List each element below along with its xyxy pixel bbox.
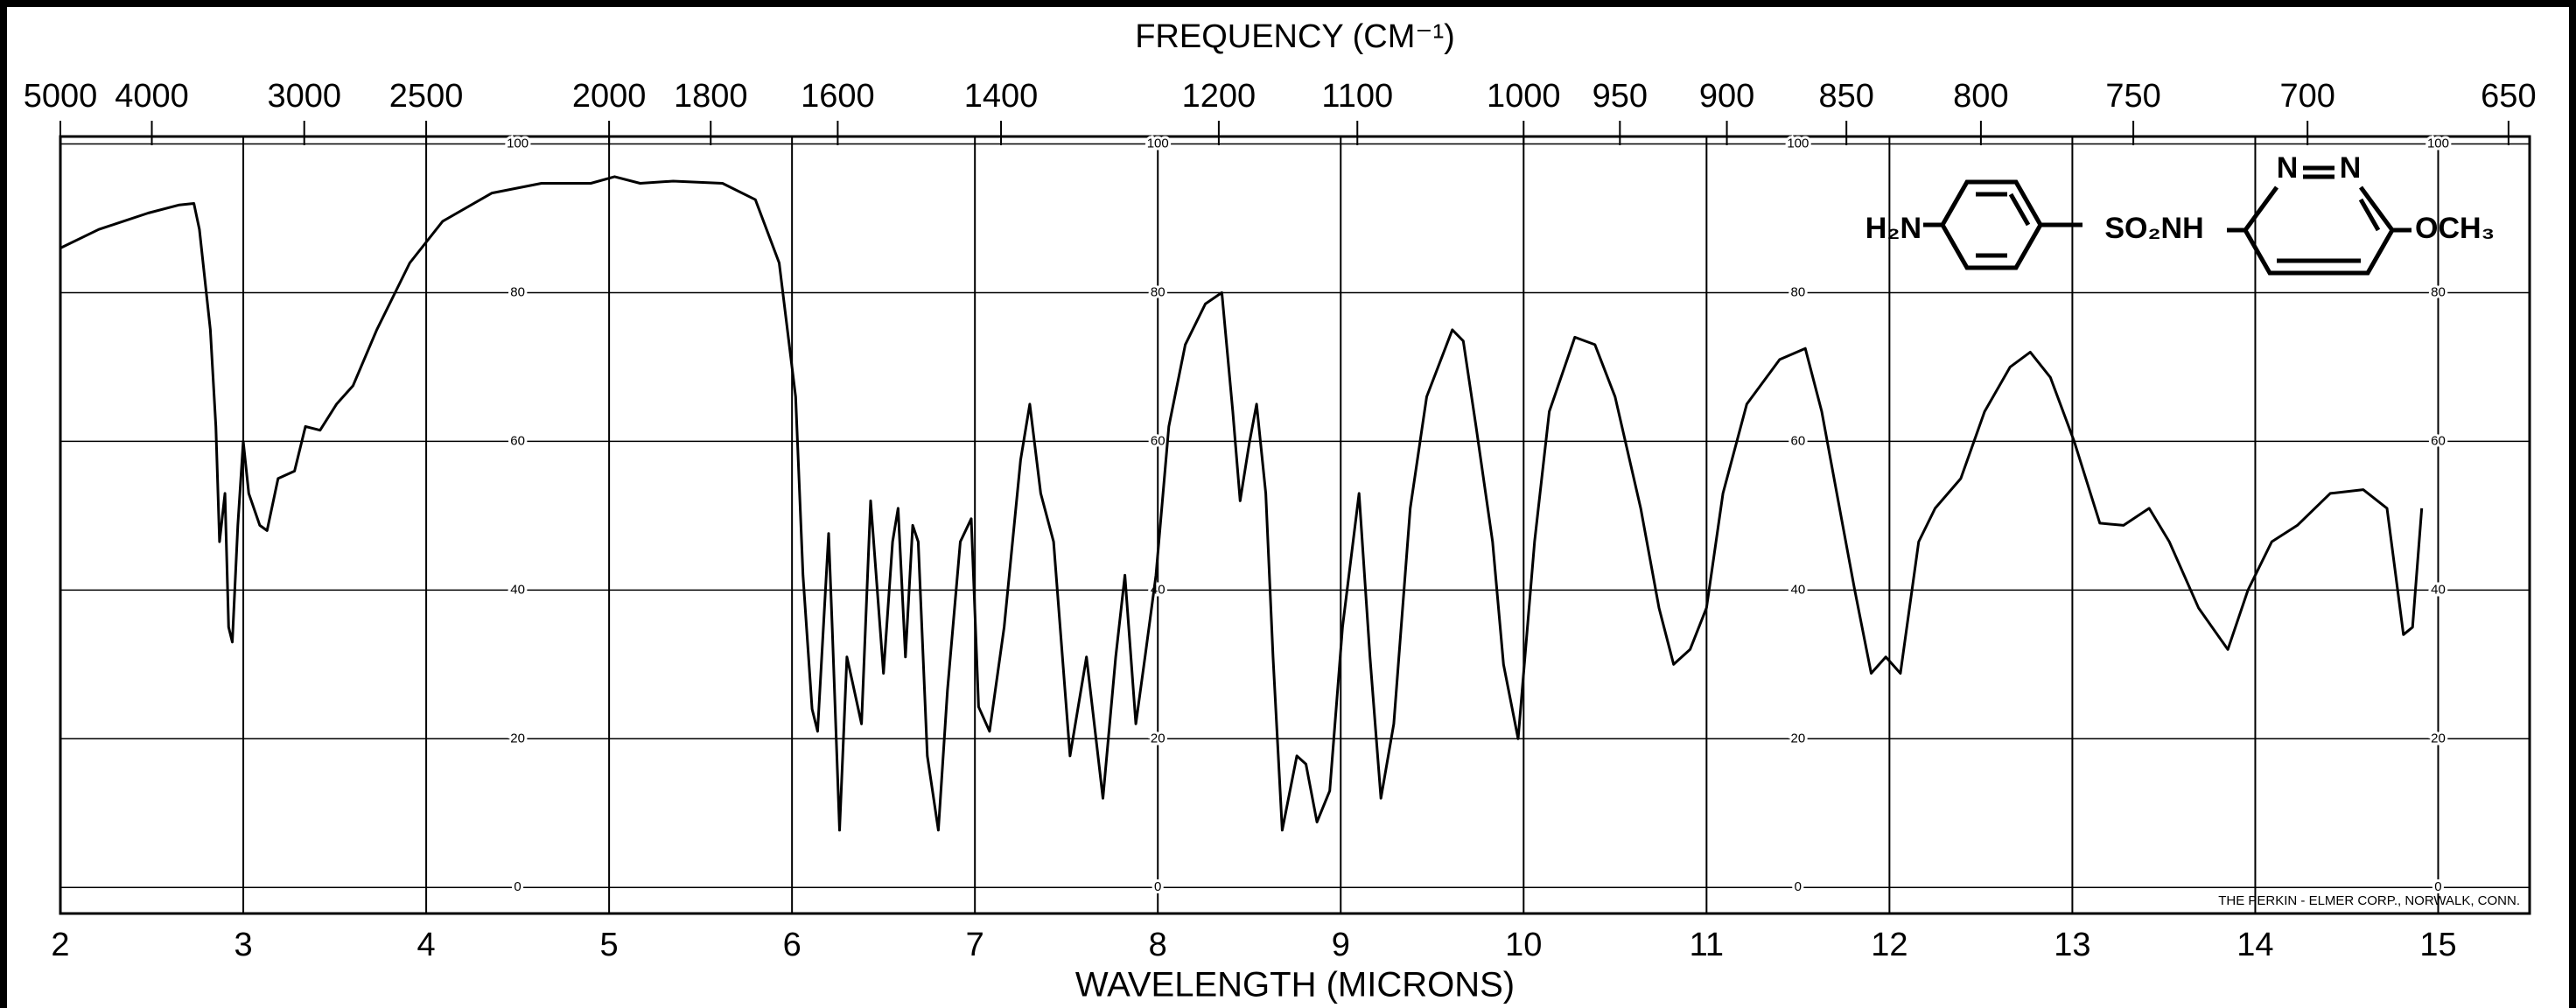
x2-tick-label: 1800 — [674, 78, 748, 115]
y-tick-label: 0 — [1154, 879, 1161, 894]
y-tick-label: 0 — [514, 879, 521, 894]
y-tick-label: 80 — [510, 284, 525, 299]
x-tick-label: 11 — [1690, 927, 1724, 963]
plot-frame — [59, 135, 2531, 915]
y-tick-label: 20 — [1151, 731, 1166, 746]
x-tick-label: 4 — [417, 927, 436, 963]
x-tick-label: 12 — [1871, 927, 1908, 963]
x-tick-label: 9 — [1332, 927, 1350, 963]
x2-tick-label: 5000 — [24, 78, 98, 115]
y-tick-label: 0 — [1795, 879, 1802, 894]
bond — [2008, 192, 2031, 227]
y-tick-label: 60 — [2431, 433, 2446, 448]
spectrum-line — [60, 175, 2424, 832]
y-tick-label: 100 — [507, 136, 528, 150]
y-tick-label: 0 — [2434, 879, 2441, 894]
structure-label: N — [2277, 151, 2299, 185]
top-axis-title: FREQUENCY (CM⁻¹) — [1135, 18, 1455, 55]
x2-tick-label: 2000 — [572, 78, 647, 115]
pyridazine-ring — [2243, 186, 2395, 276]
y-tick-label: 60 — [1791, 433, 1806, 448]
x-tick-label: 3 — [234, 927, 252, 963]
y-tick-label: 20 — [1791, 731, 1806, 746]
structure-label: SO₂NH — [2104, 212, 2203, 245]
x2-tick-label: 700 — [2279, 78, 2334, 115]
x-tick-label: 8 — [1149, 927, 1167, 963]
x-tick-label: 13 — [2054, 927, 2090, 963]
y-tick-label: 40 — [1791, 582, 1806, 597]
bond — [2358, 198, 2381, 232]
y-tick-label: 40 — [2431, 582, 2446, 597]
x-tick-label: 7 — [966, 927, 984, 963]
x2-tick-label: 900 — [1699, 78, 1754, 115]
x2-tick-label: 650 — [2481, 78, 2536, 115]
x-tick-label: 2 — [51, 927, 69, 963]
y-tick-label: 80 — [1151, 284, 1166, 299]
credit: THE PERKIN - ELMER CORP., NORWALK, CONN. — [2218, 893, 2520, 908]
y-tick-label: 100 — [1787, 136, 1809, 150]
x2-tick-label: 850 — [1818, 78, 1873, 115]
y-tick-label: 80 — [1791, 284, 1806, 299]
x2-tick-label: 1600 — [801, 78, 875, 115]
x-tick-label: 10 — [1505, 927, 1542, 963]
x2-tick-label: 1200 — [1182, 78, 1256, 115]
x-tick-label: 5 — [600, 927, 619, 963]
x2-tick-label: 750 — [2105, 78, 2160, 115]
y-tick-label: 20 — [510, 731, 525, 746]
y-tick-label: 80 — [2431, 284, 2446, 299]
structure-label: N — [2340, 151, 2362, 185]
y-tick-label: 20 — [2431, 731, 2446, 746]
x2-tick-label: 4000 — [115, 78, 189, 115]
x-tick-label: 14 — [2236, 927, 2273, 963]
x2-tick-label: 2500 — [389, 78, 464, 115]
y-tick-label: 100 — [1147, 136, 1169, 150]
y-tick-label: 60 — [510, 433, 525, 448]
x-tick-label: 6 — [783, 927, 802, 963]
structure — [1923, 165, 2412, 276]
x-tick-label: 15 — [2419, 927, 2456, 963]
y-tick-label: 60 — [1151, 433, 1166, 448]
x2-tick-label: 3000 — [267, 78, 341, 115]
x2-tick-label: 1000 — [1487, 78, 1561, 115]
structure-label: H₂N — [1866, 212, 1922, 245]
x2-tick-label: 800 — [1953, 78, 2008, 115]
x2-tick-label: 950 — [1592, 78, 1648, 115]
x2-tick-label: 1400 — [964, 78, 1039, 115]
structure-label: OCH₃ — [2415, 212, 2495, 245]
y-tick-label: 40 — [510, 582, 525, 597]
x-axis-title: WAVELENGTH (MICRONS) — [1075, 966, 1515, 1004]
x2-tick-label: 1100 — [1321, 78, 1393, 115]
y-tick-label: 100 — [2427, 136, 2449, 150]
